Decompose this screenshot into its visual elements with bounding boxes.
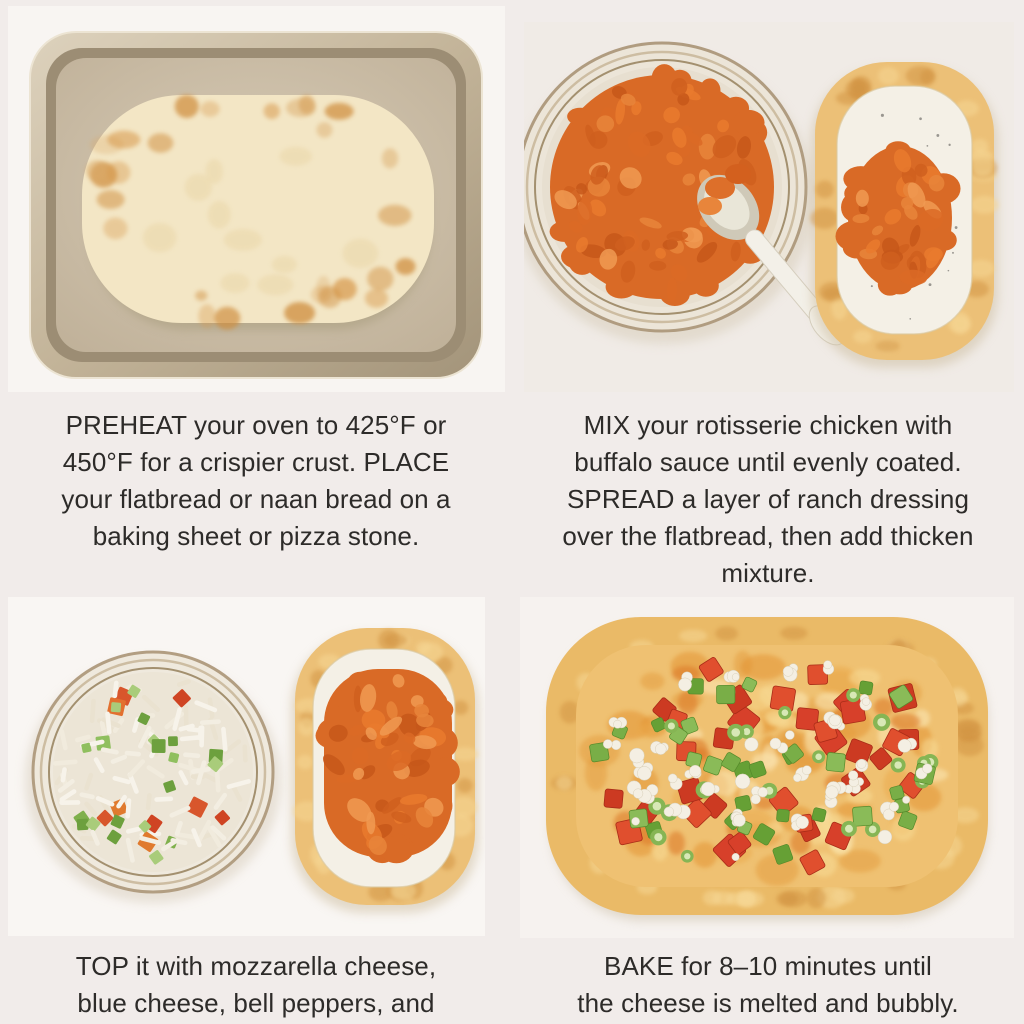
flatbread-browned-spots	[86, 94, 416, 330]
caption-line: 450°F for a crispier crust. PLACE	[62, 447, 450, 477]
flatbread-dough	[82, 95, 434, 323]
caption-line: TOP it with mozzarella cheese,	[75, 951, 437, 981]
step-3-caption: TOP it with mozzarella cheese, blue chee…	[0, 948, 512, 1022]
mozzarella-pepper-mix	[53, 679, 252, 865]
pizza-toppings	[589, 657, 939, 876]
photo-step-1-flatbread-on-baking-sheet	[8, 6, 505, 392]
photo-step-4-baked-flatbread-pizza	[520, 597, 1014, 938]
caption-line: over the flatbread, then add thicken	[562, 521, 974, 551]
caption-line: your flatbread or naan bread on a	[61, 484, 451, 514]
caption-line: MIX your rotisserie chicken with	[583, 410, 953, 440]
buffalo-chicken-texture	[554, 78, 757, 303]
caption-line: BAKE for 8–10 minutes until	[604, 951, 932, 981]
step-4-caption: BAKE for 8–10 minutes until the cheese i…	[512, 948, 1024, 1022]
caption-line: PREHEAT your oven to 425°F or	[65, 410, 447, 440]
caption-line: baking sheet or pizza stone.	[92, 521, 420, 551]
step-2-caption: MIX your rotisserie chicken with buffalo…	[512, 407, 1024, 592]
step-1-caption: PREHEAT your oven to 425°F or 450°F for …	[0, 407, 512, 555]
photo-step-2-buffalo-chicken-and-ranch-flatbread	[524, 22, 1014, 392]
caption-line: SPREAD a layer of ranch dressing	[566, 484, 970, 514]
caption-line: buffalo sauce until evenly coated.	[574, 447, 962, 477]
photo-step-3-cheese-mix-and-chicken-flatbread	[8, 597, 485, 936]
caption-line: blue cheese, bell peppers, and	[77, 988, 435, 1018]
caption-line: the cheese is melted and bubbly.	[577, 988, 959, 1018]
caption-line: mixture.	[721, 558, 815, 588]
